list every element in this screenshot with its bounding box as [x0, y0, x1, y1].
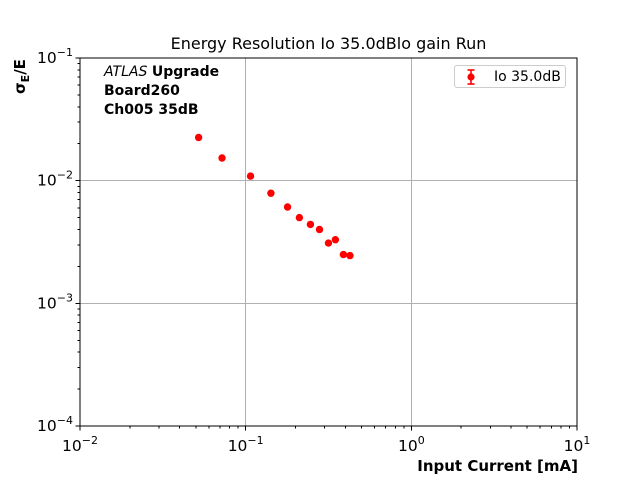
- y-tick-label: 10−2: [37, 169, 73, 190]
- x-tick-label: 100: [398, 434, 425, 455]
- ylabel-rest: /E: [11, 59, 29, 75]
- data-point: [295, 213, 304, 222]
- legend-box: Io 35.0dB: [454, 65, 566, 88]
- chart-title: Energy Resolution Io 35.0dBlo gain Run: [170, 34, 487, 53]
- annotation-channel: Ch005 35dB: [104, 102, 199, 118]
- ylabel-sigma: σ: [11, 82, 29, 94]
- data-point: [346, 251, 354, 260]
- y-axis-label: σE/E: [11, 59, 32, 94]
- data-point: [306, 220, 315, 229]
- experiment-name: ATLAS: [104, 64, 148, 80]
- data-point: [246, 172, 255, 180]
- x-tick-label: 10−2: [62, 434, 98, 455]
- annotation-text: ATLAS Upgrade Board260 Ch005 35dB: [104, 63, 219, 120]
- annotation-board: Board260: [104, 83, 180, 99]
- annotation-line-1: ATLAS Upgrade: [104, 63, 219, 82]
- ylabel-subscript: E: [19, 74, 32, 83]
- upgrade-label: Upgrade: [151, 64, 220, 80]
- data-point: [283, 203, 292, 211]
- y-tick-label: 10−3: [37, 291, 73, 312]
- data-point: [194, 133, 203, 142]
- x-tick-label: 101: [564, 434, 591, 455]
- legend-label: Io 35.0dB: [494, 68, 561, 85]
- data-point: [315, 225, 324, 234]
- data-point: [267, 189, 275, 197]
- plot-border: [79, 57, 578, 427]
- x-tick-label: 10−1: [228, 434, 264, 455]
- x-axis-label: Input Current [mA]: [417, 457, 578, 475]
- data-point: [339, 250, 348, 259]
- errorbar-marker-icon: [467, 68, 475, 85]
- data-point: [324, 239, 333, 247]
- data-point: [218, 154, 226, 162]
- y-tick-label: 10−4: [37, 414, 73, 435]
- y-tick-label: 10−1: [37, 46, 73, 67]
- data-point: [331, 236, 340, 244]
